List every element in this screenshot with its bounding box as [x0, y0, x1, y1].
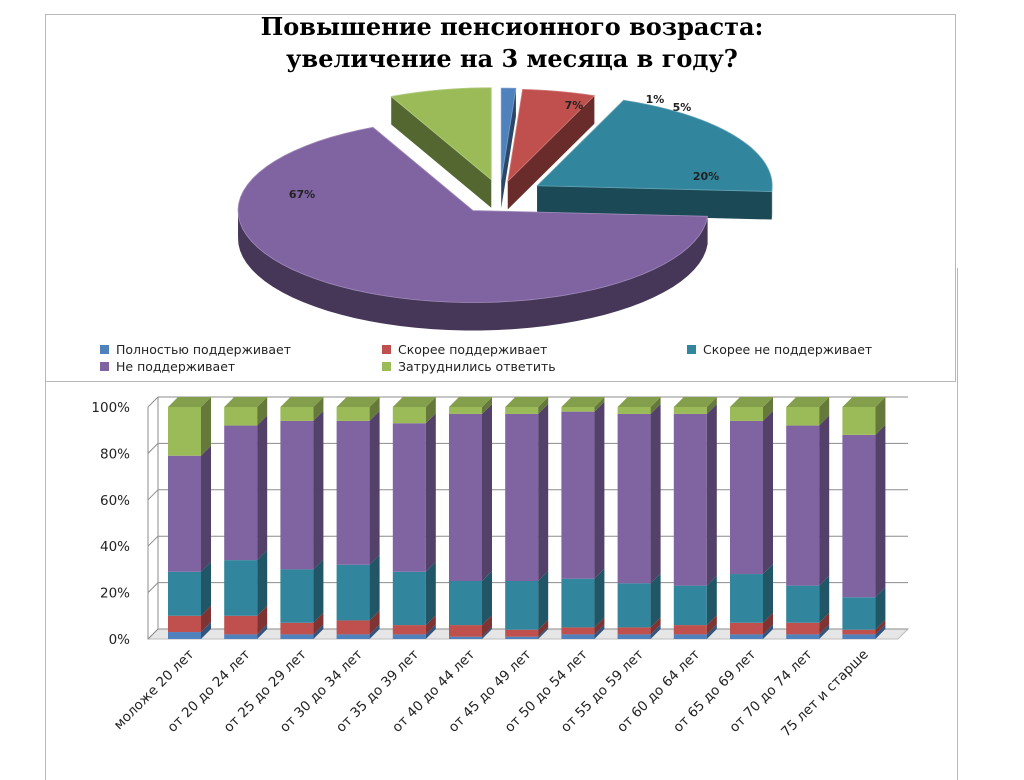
legend-swatch: [100, 345, 109, 354]
legend-label: Скорее поддерживает: [398, 342, 547, 357]
legend-item: Скорее поддерживает: [382, 342, 687, 357]
legend-swatch: [382, 345, 391, 354]
legend-item: Скорее не поддерживает: [687, 342, 930, 357]
pie-value-label: 1%: [646, 93, 665, 106]
legend-label: Не поддерживает: [116, 359, 235, 374]
pie-subtitle: увеличение на 3 месяца в году?: [180, 44, 844, 73]
legend-item: Не поддерживает: [100, 359, 382, 374]
pie-marks: [238, 88, 772, 331]
legend-label: Полностью поддерживает: [116, 342, 291, 357]
legend: Полностью поддерживает Скорее поддержива…: [100, 342, 930, 374]
legend-item: Полностью поддерживает: [100, 342, 382, 357]
legend-label: Скорее не поддерживает: [703, 342, 872, 357]
pie-value-label: 7%: [565, 99, 584, 112]
pie-value-label: 67%: [289, 188, 315, 201]
pie-value-label: 5%: [673, 101, 692, 114]
legend-item: Затруднились ответить: [382, 359, 687, 374]
legend-swatch: [687, 345, 696, 354]
legend-swatch: [100, 362, 109, 371]
legend-label: Затруднились ответить: [398, 359, 556, 374]
pie-title: Повышение пенсионного возраста:: [180, 12, 844, 41]
pie-value-label: 20%: [693, 170, 719, 183]
legend-swatch: [382, 362, 391, 371]
